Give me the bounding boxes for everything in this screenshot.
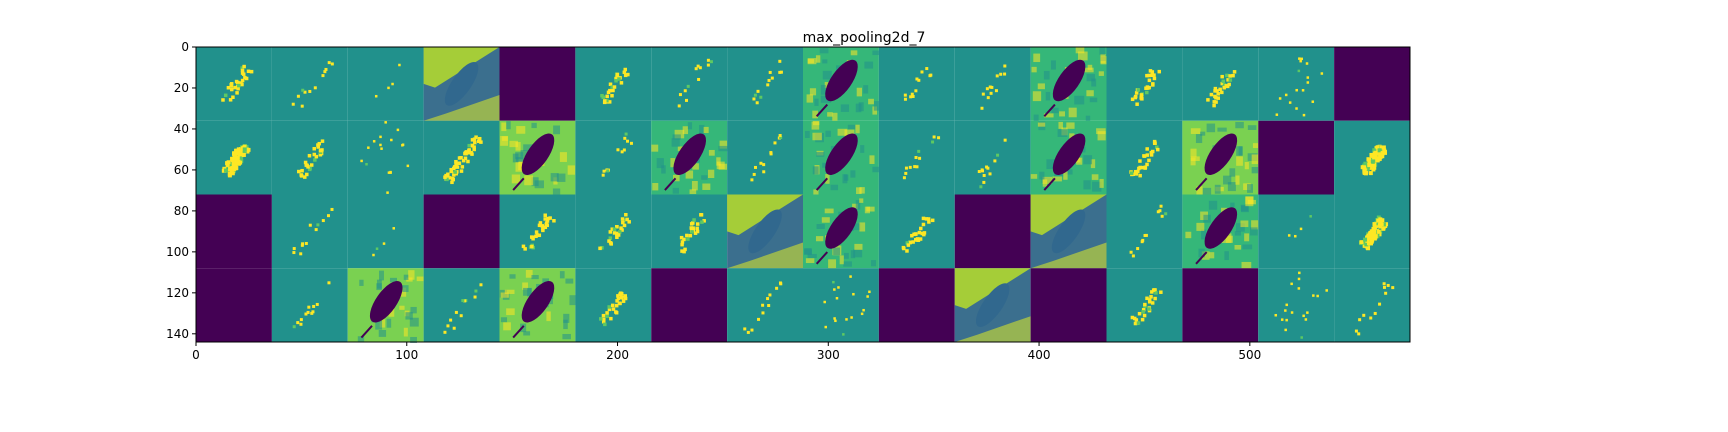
feature-tile bbox=[1030, 120, 1107, 195]
y-tick-label: 60 bbox=[174, 163, 189, 177]
feature-tile bbox=[1258, 120, 1335, 195]
feature-tile bbox=[1030, 47, 1108, 125]
feature-tile bbox=[1030, 194, 1107, 269]
feature-tile bbox=[1334, 194, 1410, 269]
feature-tile bbox=[347, 120, 424, 195]
feature-tile bbox=[575, 194, 652, 269]
feature-tile bbox=[423, 194, 500, 269]
feature-tile bbox=[1182, 268, 1259, 342]
chart-title: max_pooling2d_7 bbox=[803, 30, 926, 46]
feature-tile bbox=[1106, 268, 1183, 342]
feature-tile bbox=[1334, 120, 1410, 195]
heatmap-image bbox=[196, 47, 1410, 343]
feature-tile bbox=[878, 194, 955, 269]
feature-tile bbox=[196, 194, 272, 269]
feature-tile bbox=[1030, 268, 1107, 342]
feature-tile bbox=[803, 47, 881, 122]
feature-tile bbox=[727, 47, 803, 121]
feature-tile bbox=[954, 268, 1031, 342]
feature-tile bbox=[954, 194, 1031, 269]
x-tick-label: 100 bbox=[395, 348, 418, 362]
feature-tile bbox=[878, 120, 955, 195]
feature-tile bbox=[727, 268, 803, 342]
feature-tile bbox=[423, 120, 500, 195]
feature-tile bbox=[1258, 47, 1335, 121]
x-axis: 0 100 200 300 400 500 bbox=[192, 342, 1261, 362]
feature-tile bbox=[347, 268, 426, 343]
feature-tile bbox=[1106, 47, 1183, 121]
feature-tile bbox=[423, 268, 500, 342]
feature-tile bbox=[271, 120, 348, 195]
feature-tile bbox=[196, 47, 272, 121]
y-tick-label: 40 bbox=[174, 122, 189, 136]
y-tick-label: 80 bbox=[174, 204, 189, 218]
feature-tile bbox=[1106, 194, 1183, 269]
feature-tile bbox=[1182, 120, 1259, 197]
feature-tile bbox=[575, 120, 652, 195]
feature-tile bbox=[727, 194, 803, 269]
feature-tile bbox=[499, 194, 576, 269]
feature-tile bbox=[196, 268, 272, 342]
x-tick-label: 400 bbox=[1028, 348, 1051, 362]
feature-tile bbox=[878, 268, 955, 342]
x-tick-label: 0 bbox=[192, 348, 200, 362]
feature-tile bbox=[954, 120, 1031, 195]
axes-frame bbox=[195, 46, 1411, 343]
feature-tile bbox=[423, 47, 500, 121]
x-tick-label: 200 bbox=[606, 348, 629, 362]
feature-tile bbox=[727, 120, 803, 195]
feature-tile bbox=[499, 120, 576, 197]
feature-tile bbox=[271, 47, 348, 121]
feature-tile bbox=[1334, 47, 1410, 121]
feature-tile bbox=[499, 47, 576, 121]
feature-tile bbox=[196, 120, 272, 195]
y-tick-label: 0 bbox=[181, 40, 189, 54]
feature-tile bbox=[803, 120, 881, 196]
y-tick-label: 120 bbox=[166, 286, 189, 300]
feature-tile bbox=[1182, 47, 1259, 121]
feature-tile bbox=[954, 47, 1031, 121]
feature-tile bbox=[651, 268, 728, 342]
feature-tile bbox=[575, 47, 652, 121]
y-axis: 0 20 40 60 80 100 120 140 bbox=[166, 40, 196, 341]
x-tick-label: 500 bbox=[1238, 348, 1261, 362]
x-tick-label: 300 bbox=[817, 348, 840, 362]
feature-tile bbox=[1334, 268, 1410, 342]
feature-tile bbox=[1258, 268, 1335, 342]
feature-tile bbox=[803, 194, 879, 270]
feature-tile bbox=[651, 47, 728, 121]
feature-tile bbox=[1258, 194, 1335, 269]
feature-tile bbox=[347, 194, 424, 269]
feature-tile bbox=[575, 268, 652, 342]
feature-tile bbox=[499, 268, 579, 342]
feature-tile bbox=[271, 194, 348, 269]
feature-tile bbox=[1182, 194, 1261, 269]
feature-tile bbox=[271, 268, 348, 342]
feature-tile bbox=[651, 194, 728, 269]
y-tick-label: 20 bbox=[174, 81, 189, 95]
feature-tile bbox=[347, 47, 424, 121]
feature-tile bbox=[651, 120, 730, 195]
y-tick-label: 140 bbox=[166, 327, 189, 341]
feature-tile bbox=[878, 47, 955, 121]
feature-tile bbox=[1106, 120, 1183, 195]
y-tick-label: 100 bbox=[166, 245, 189, 259]
feature-tile bbox=[803, 268, 879, 342]
